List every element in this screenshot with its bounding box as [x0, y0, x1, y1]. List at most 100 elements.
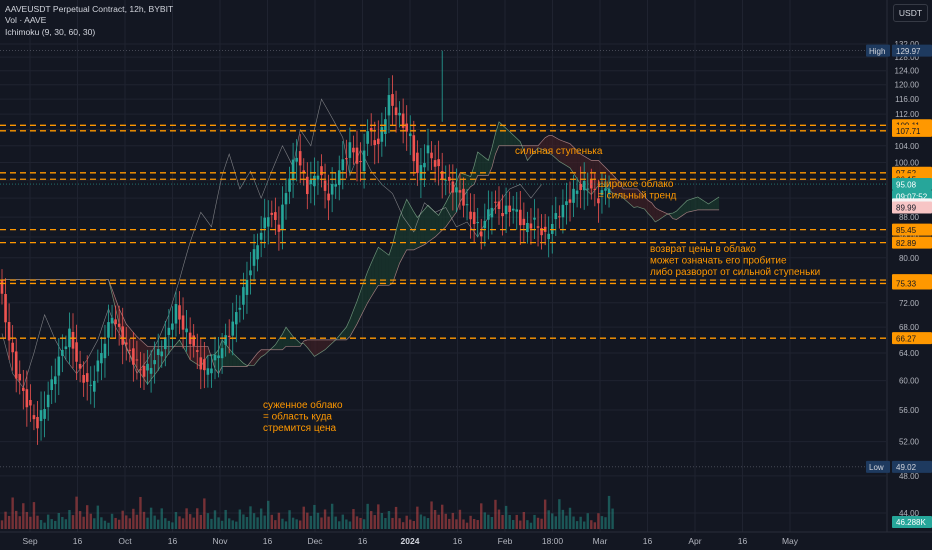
- candle-body: [469, 211, 472, 220]
- candle-body: [355, 147, 359, 164]
- candle-body: [444, 179, 448, 181]
- volume-bar: [433, 509, 437, 529]
- volume-bar: [114, 517, 117, 529]
- candle-body: [600, 190, 604, 195]
- candle-body: [437, 159, 440, 167]
- price-label-box: [892, 332, 932, 345]
- volume-bar: [228, 518, 231, 529]
- candle-body: [490, 207, 494, 218]
- candle-body: [18, 373, 22, 381]
- lagging-span: [1, 98, 542, 389]
- volume-bar: [398, 518, 401, 529]
- price-label-value: 107.71: [896, 127, 921, 136]
- volume-bar: [185, 508, 188, 529]
- candle-body: [316, 175, 320, 180]
- cloud-segment: [165, 346, 169, 359]
- cloud-segment: [530, 145, 535, 157]
- candle-body: [160, 351, 164, 357]
- price-label-box: [892, 223, 932, 236]
- price-label-box: [892, 178, 932, 191]
- currency-button[interactable]: USDT: [893, 4, 928, 22]
- cloud-segment: [225, 344, 230, 367]
- annotation-text: возврат цены в облако: [650, 243, 756, 255]
- symbol-title[interactable]: AAVEUSDT Perpetual Contract, 12h, BYBIT: [5, 4, 174, 14]
- time-axis[interactable]: Sep 16 Oct 16 Nov 16 Dec 16 2024 16 Feb 18:00 Mar 16 A…: [22, 536, 798, 546]
- candle-body: [476, 222, 479, 224]
- volume-bar: [242, 514, 245, 529]
- candle-body: [306, 176, 309, 195]
- candle-body: [330, 184, 334, 195]
- y-tick-label: 80.00: [899, 254, 920, 263]
- volume-bar: [355, 516, 359, 529]
- candle-body: [107, 322, 110, 338]
- volume-indicator-label[interactable]: Vol · AAVE: [5, 15, 47, 26]
- price-axis-labels: 129.97High109.11107.7197.6296.1595.0809:…: [866, 44, 932, 528]
- candle-body: [199, 357, 203, 370]
- candle-body: [142, 366, 146, 377]
- volume-bar: [597, 513, 600, 529]
- volume-bar: [86, 505, 89, 529]
- cloud-segment: [449, 188, 453, 222]
- horizontal-levels[interactable]: [0, 50, 886, 468]
- volume-bar: [245, 517, 249, 529]
- candle-body: [423, 163, 426, 168]
- annotation-text: суженное облако: [263, 399, 343, 411]
- cloud-segment: [687, 199, 691, 213]
- cloud-segment: [367, 263, 372, 303]
- volume-bar: [391, 517, 394, 529]
- candle-body: [458, 190, 462, 193]
- volume-bar: [64, 519, 68, 529]
- cloud-segment: [232, 353, 237, 367]
- ichimoku-indicator-label[interactable]: Ichimoku (9, 30, 60, 30): [5, 26, 96, 37]
- volume-bar: [199, 514, 202, 529]
- y-tick-label: 48.00: [899, 472, 920, 481]
- y-tick-label: 52.00: [899, 438, 920, 447]
- cloud-segment: [328, 339, 333, 347]
- volume-bar: [281, 518, 284, 529]
- candle-body: [53, 376, 57, 385]
- cloud-segment: [378, 247, 382, 286]
- volume-bar: [142, 511, 146, 529]
- candle-body: [217, 355, 220, 359]
- volume-bar: [579, 516, 582, 529]
- candle-body: [181, 315, 185, 330]
- candle-body: [11, 342, 14, 353]
- cloud-segment: [648, 200, 652, 218]
- volume-bar: [366, 503, 369, 529]
- candle-body: [362, 150, 366, 172]
- volume-bar: [132, 508, 135, 529]
- volume-bar: [483, 512, 486, 529]
- annotation-text: может означать его пробитие: [650, 255, 787, 267]
- chart-legend: AAVEUSDT Perpetual Contract, 12h, BYBIT …: [5, 4, 173, 38]
- y-tick-label: 100.00: [895, 159, 920, 168]
- cloud-segment: [680, 203, 684, 218]
- candle-body: [213, 354, 217, 361]
- y-tick-label: 116.00: [895, 95, 919, 104]
- volume-bar: [15, 510, 18, 529]
- candle-body: [462, 188, 465, 206]
- volume-bar: [316, 512, 320, 529]
- candle-body: [110, 317, 114, 324]
- candle-body: [533, 217, 536, 220]
- candle-body: [277, 224, 281, 232]
- volume-bar: [323, 509, 327, 529]
- candle-body: [327, 193, 330, 201]
- volume-bar: [522, 511, 526, 529]
- volume-bar: [604, 517, 607, 529]
- price-label-value: 95.08: [896, 180, 917, 189]
- volume-bar: [568, 507, 572, 529]
- candle-body: [203, 359, 206, 371]
- y-tick-label: 88.00: [899, 213, 920, 222]
- candle-body: [359, 161, 362, 163]
- volume-bar: [583, 521, 586, 529]
- candle-body: [206, 368, 210, 375]
- volume-bar: [128, 518, 131, 529]
- volume-bar: [224, 509, 227, 529]
- volume-bar: [448, 518, 451, 529]
- candle-body: [164, 337, 167, 350]
- candle-body: [93, 380, 96, 392]
- cloud-segment: [495, 121, 499, 155]
- volume-bar: [458, 509, 462, 529]
- candle-body: [487, 209, 490, 220]
